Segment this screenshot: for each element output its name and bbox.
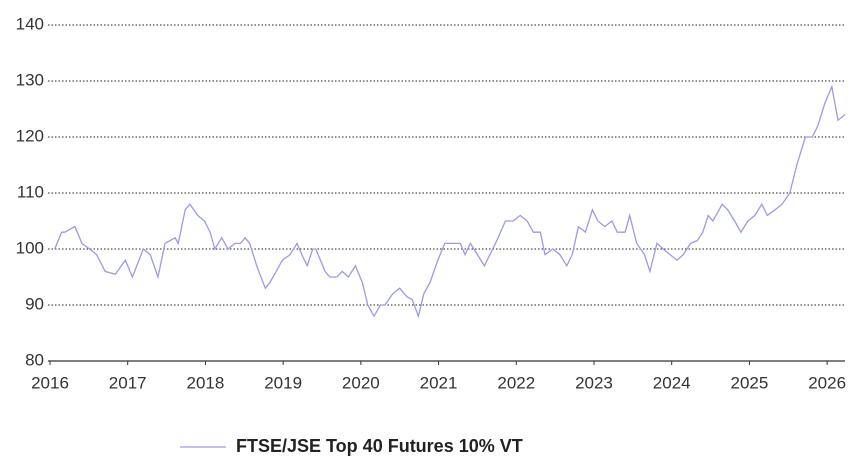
y-tick-label: 80: [25, 350, 44, 369]
x-tick-label: 2021: [420, 373, 458, 392]
y-tick-label: 120: [16, 126, 44, 145]
x-tick-label: 2017: [109, 373, 147, 392]
x-tick-label: 2016: [31, 373, 69, 392]
y-tick-label: 130: [16, 70, 44, 89]
y-tick-label: 90: [25, 294, 44, 313]
y-tick-label: 140: [16, 14, 44, 33]
x-tick-label: 2020: [342, 373, 380, 392]
x-tick-label: 2022: [497, 373, 535, 392]
legend-text: FTSE/JSE Top 40 Futures 10% VT: [236, 436, 523, 456]
x-tick-label: 2024: [653, 373, 691, 392]
x-tick-label: 2023: [575, 373, 613, 392]
y-tick-label: 110: [17, 182, 44, 201]
x-tick-label: 2019: [264, 373, 302, 392]
x-tick-label: 2025: [730, 373, 768, 392]
x-tick-label: 2026: [808, 373, 846, 392]
y-tick-label: 100: [16, 238, 44, 257]
series-line: [54, 84, 846, 319]
x-tick-label: 2018: [187, 373, 225, 392]
